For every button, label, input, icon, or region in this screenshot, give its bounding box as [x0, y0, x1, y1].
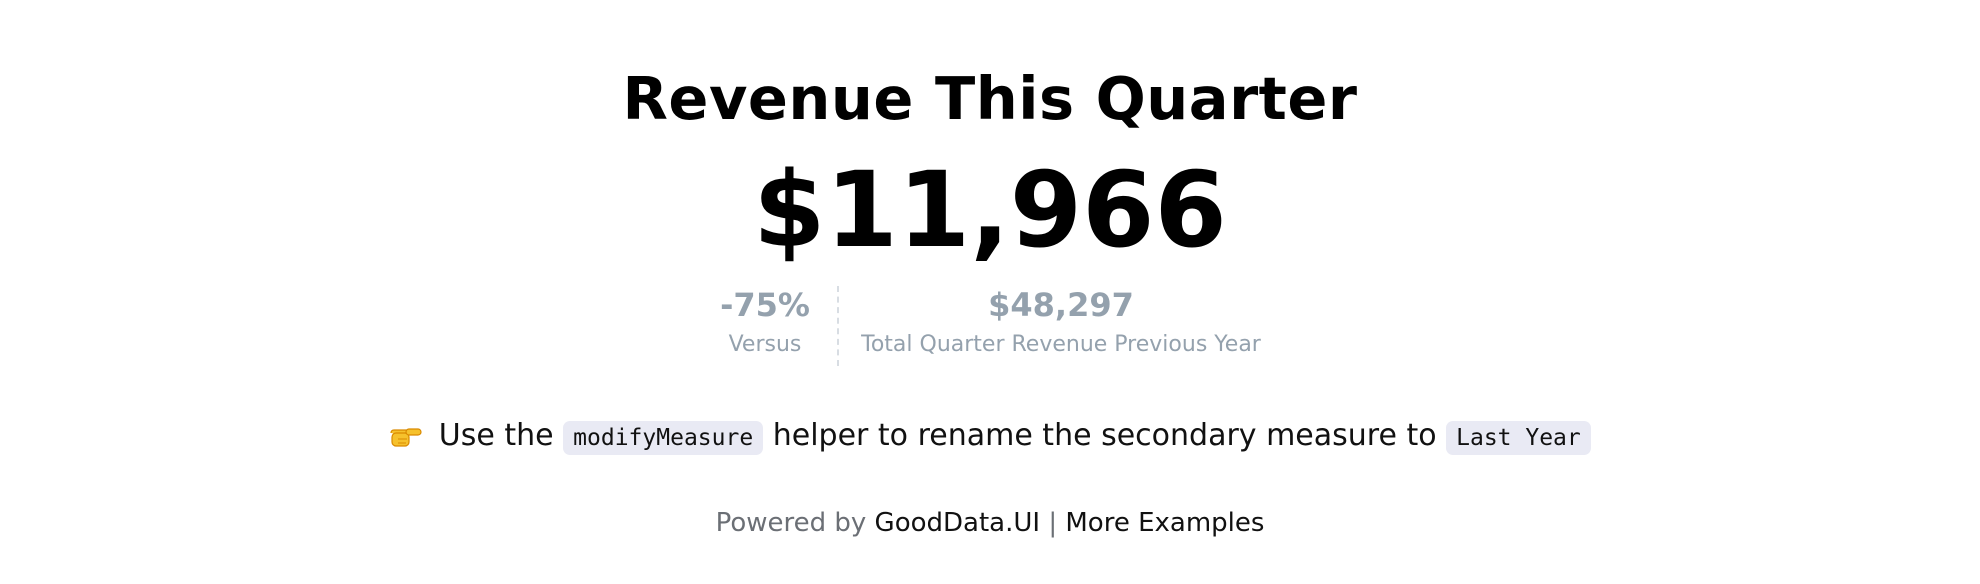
- hint-text: Use the modifyMeasure helper to rename t…: [0, 414, 1980, 460]
- hint-text-before: Use the: [438, 418, 554, 453]
- comparison-change: -75% Versus: [700, 284, 830, 360]
- footer: Powered by GoodData.UI | More Examples: [0, 505, 1980, 541]
- comparison-divider: [837, 286, 839, 366]
- kpi-comparison: -75% Versus $48,297 Total Quarter Revenu…: [0, 284, 1980, 368]
- comparison-previous: $48,297 Total Quarter Revenue Previous Y…: [856, 284, 1266, 360]
- kpi-title: Revenue This Quarter: [622, 64, 1358, 133]
- label-code: Last Year: [1446, 421, 1591, 455]
- pointing-hand-icon: [390, 428, 422, 447]
- gooddata-ui-link[interactable]: GoodData.UI: [874, 508, 1041, 538]
- powered-by-label: Powered by: [715, 508, 867, 538]
- previous-label: Total Quarter Revenue Previous Year: [861, 332, 1261, 357]
- change-percent: -75%: [720, 286, 810, 324]
- previous-value: $48,297: [988, 286, 1134, 324]
- change-label: Versus: [728, 332, 802, 357]
- kpi-value: $11,966: [753, 149, 1227, 271]
- footer-separator: |: [1048, 508, 1058, 538]
- hint-text-middle: helper to rename the secondary measure t…: [772, 418, 1437, 453]
- helper-code: modifyMeasure: [563, 421, 764, 455]
- more-examples-link[interactable]: More Examples: [1065, 508, 1265, 538]
